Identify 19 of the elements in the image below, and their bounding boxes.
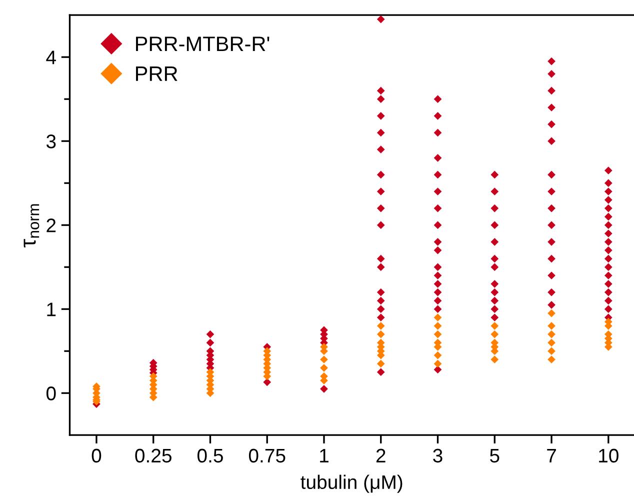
y-tick-label: 2 xyxy=(46,218,56,232)
x-tick-label: 0.75 xyxy=(248,448,286,463)
x-tick-label: 0 xyxy=(92,448,102,463)
y-tick-label: 0 xyxy=(46,386,56,400)
legend-label: PRR xyxy=(136,66,178,81)
x-axis-title: tubulin (μM) xyxy=(300,474,402,493)
x-tick-label: 2 xyxy=(376,448,386,462)
x-tick-label: 7 xyxy=(547,449,556,462)
x-tick-label: 0.5 xyxy=(197,448,223,463)
y-tick-label: 3 xyxy=(46,134,56,148)
x-tick-label: 0.25 xyxy=(135,448,172,463)
x-tick-label: 5 xyxy=(490,449,500,463)
y-tick-label: 4 xyxy=(46,50,56,64)
x-tick-label: 1 xyxy=(320,449,328,462)
y-axis-title: τ$_{norm}$ xyxy=(24,204,40,248)
x-tick-label: 3 xyxy=(433,448,442,463)
x-tick-label: 10 xyxy=(599,448,618,463)
y-tick-label: 1 xyxy=(47,302,56,316)
legend-label: PRR-MTBR-R' xyxy=(136,36,270,52)
